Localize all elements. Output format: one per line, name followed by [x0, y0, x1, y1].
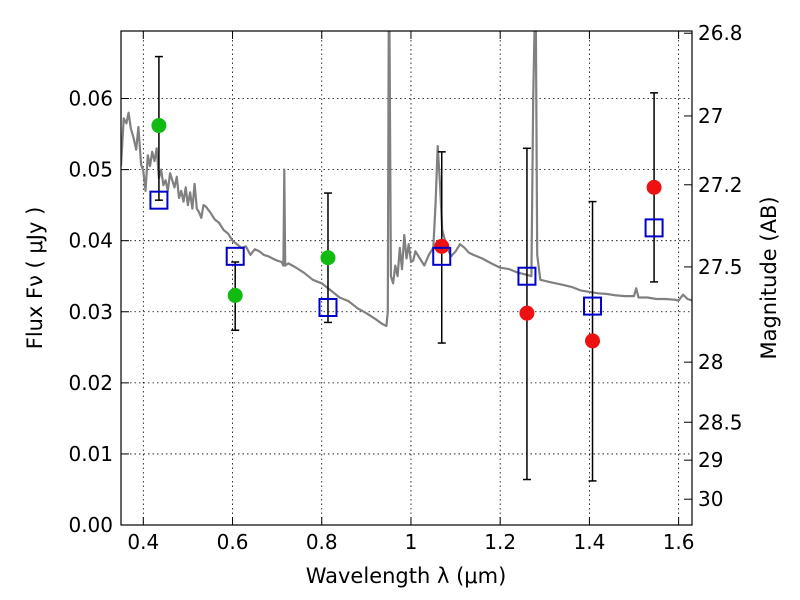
blue-square-point	[517, 266, 537, 286]
x-tick-label: 1.6	[663, 530, 695, 554]
green-circle-point	[227, 287, 243, 303]
blue-square-point	[432, 246, 452, 266]
blue-square-point	[583, 296, 603, 316]
y-right-tick-label: 28	[698, 350, 723, 374]
y-right-tick-label: 29	[698, 448, 723, 472]
blue-square-point	[644, 218, 664, 238]
green-circle-point	[320, 250, 336, 266]
plot-frame	[120, 30, 693, 526]
x-tick-label: 1.4	[573, 530, 605, 554]
y-right-axis-label: Magnitude (AB)	[757, 196, 781, 359]
x-tick-label: 0.4	[127, 530, 159, 554]
y-right-tick-label: 26.8	[698, 21, 743, 45]
y-right-tick-label: 27.5	[698, 255, 743, 279]
x-tick-label: 1	[405, 530, 418, 554]
y-tick-label: 0.06	[68, 87, 113, 111]
blue-square-point	[225, 246, 245, 266]
x-axis-label: Wavelength λ (μm)	[306, 564, 507, 588]
y-tick-label: 0.04	[68, 229, 113, 253]
grid	[121, 31, 692, 526]
red-circle-point	[646, 179, 662, 195]
y-right-tick-label: 27	[698, 104, 723, 128]
y-right-tick-label: 30	[698, 487, 723, 511]
blue-square-point	[149, 190, 169, 210]
blue-square-point	[318, 297, 338, 317]
spectrum-layer	[121, 31, 692, 328]
red-circle-point	[434, 238, 450, 254]
x-tick-label: 0.8	[306, 530, 338, 554]
y-tick-label: 0.02	[68, 371, 113, 395]
y-axis-label: Flux Fν ( μJy )	[23, 207, 47, 350]
y-tick-label: 0.05	[68, 158, 113, 182]
green-circle-point	[151, 118, 167, 134]
y-tick-label: 0.00	[68, 513, 113, 537]
red-circle-point	[585, 333, 601, 349]
red-circle-point	[519, 305, 535, 321]
errorbar-layer	[154, 55, 659, 482]
x-tick-label: 0.6	[217, 530, 249, 554]
y-tick-label: 0.03	[68, 300, 113, 324]
model-spectrum-line	[121, 31, 692, 328]
y-right-tick-label: 27.2	[698, 173, 743, 197]
y-tick-label: 0.01	[68, 442, 113, 466]
ticks: 0.4 0.6 0.8 1 1.2 1.4 1.6 0.00 0.01 0.02 0.03 0.04 0…	[68, 21, 742, 554]
marker-layer	[149, 118, 664, 349]
y-right-tick-label: 28.5	[698, 410, 743, 434]
x-tick-label: 1.2	[484, 530, 516, 554]
